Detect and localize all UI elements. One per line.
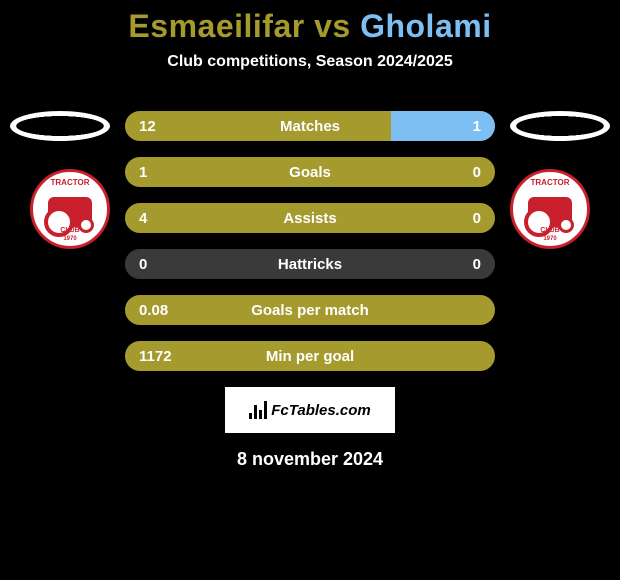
footer-date: 8 november 2024 bbox=[0, 449, 620, 470]
stat-row: 00Hattricks bbox=[125, 249, 495, 279]
stat-row: 121Matches bbox=[125, 111, 495, 141]
bars-icon bbox=[249, 401, 267, 419]
stat-label: Assists bbox=[125, 210, 495, 227]
club-name-top: TRACTOR bbox=[531, 178, 570, 187]
club-name-bottom: CLUB bbox=[60, 227, 79, 234]
player1-club-logo: TRACTOR CLUB 1970 bbox=[20, 159, 120, 259]
title-vs: vs bbox=[314, 8, 351, 44]
player1-ellipse-icon bbox=[10, 111, 110, 141]
brand-logo: FcTables.com bbox=[225, 387, 395, 433]
stat-label: Min per goal bbox=[125, 348, 495, 365]
club-year: 1970 bbox=[63, 236, 76, 242]
title-player2: Gholami bbox=[360, 8, 492, 44]
club-year: 1970 bbox=[543, 236, 556, 242]
page-title: Esmaeilifar vs Gholami bbox=[0, 0, 620, 45]
stat-label: Matches bbox=[125, 118, 495, 135]
tractor-icon bbox=[48, 197, 92, 227]
stat-label: Goals bbox=[125, 164, 495, 181]
subtitle: Club competitions, Season 2024/2025 bbox=[0, 53, 620, 71]
stat-row: 40Assists bbox=[125, 203, 495, 233]
club-badge-icon: TRACTOR CLUB 1970 bbox=[30, 169, 110, 249]
title-player1: Esmaeilifar bbox=[128, 8, 304, 44]
club-name-bottom: CLUB bbox=[540, 227, 559, 234]
stat-row: 10Goals bbox=[125, 157, 495, 187]
club-badge-icon: TRACTOR CLUB 1970 bbox=[510, 169, 590, 249]
player2-ellipse-icon bbox=[510, 111, 610, 141]
stat-label: Goals per match bbox=[125, 302, 495, 319]
stats-column: 121Matches 10Goals 40Assists 00Hattricks 0.0… bbox=[125, 111, 495, 371]
tractor-icon bbox=[528, 197, 572, 227]
stat-label: Hattricks bbox=[125, 256, 495, 273]
stat-row: 0.08Goals per match bbox=[125, 295, 495, 325]
brand-text: FcTables.com bbox=[271, 402, 370, 419]
content-area: TRACTOR CLUB 1970 TRACTOR CLUB 1970 121M… bbox=[0, 111, 620, 470]
club-name-top: TRACTOR bbox=[51, 178, 90, 187]
stat-row: 1172Min per goal bbox=[125, 341, 495, 371]
player2-club-logo: TRACTOR CLUB 1970 bbox=[500, 159, 600, 259]
